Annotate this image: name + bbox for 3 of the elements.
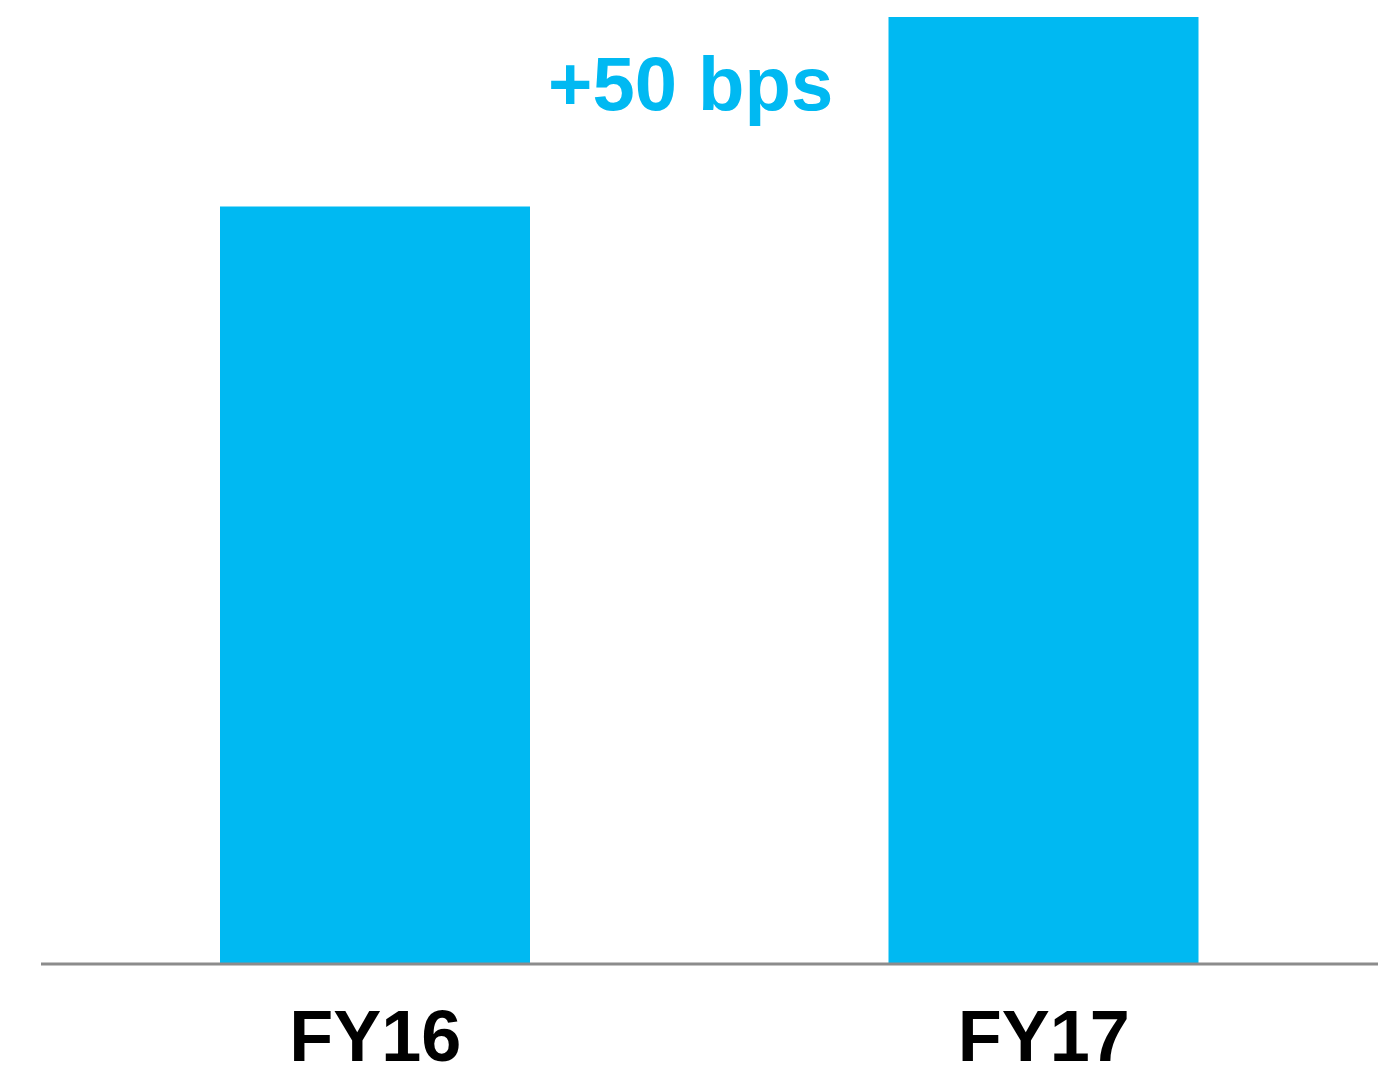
x-tick-label: FY16 [289,996,462,1077]
annotation: +50 bps [548,40,834,127]
x-tick-label: FY17 [957,996,1130,1077]
